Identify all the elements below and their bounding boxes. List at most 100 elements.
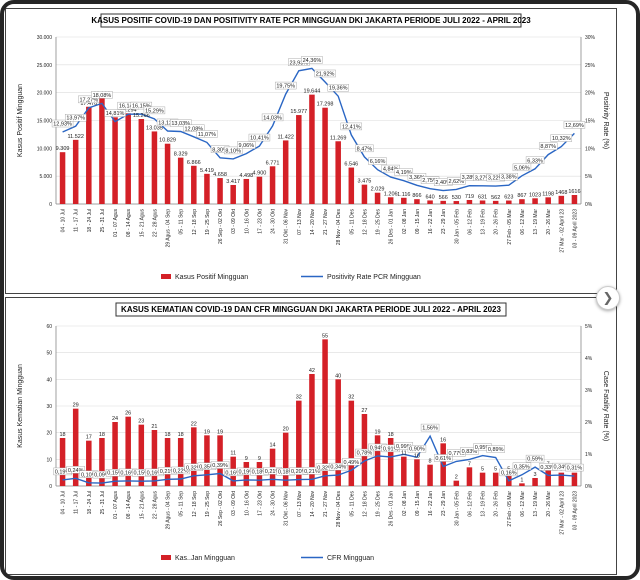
bar bbox=[125, 113, 131, 204]
bar-value-label: 18 bbox=[60, 432, 66, 438]
bar-value-label: 11 bbox=[230, 451, 236, 457]
bar-value-label: 4.900 bbox=[253, 171, 267, 177]
y2-tick-label: 5% bbox=[585, 324, 593, 330]
bar-value-label: 2 bbox=[455, 475, 458, 481]
x-tick-label: 22 - 28 Agus bbox=[152, 209, 158, 238]
x-tick-label: 21 - 27 Nov bbox=[323, 209, 329, 235]
bar bbox=[558, 472, 565, 486]
bar-value-label: 623 bbox=[504, 195, 513, 201]
bar bbox=[427, 200, 433, 204]
line-value-label: 0,49% bbox=[344, 460, 360, 466]
bar-value-label: 19 bbox=[375, 429, 381, 435]
line-value-label: 0,20% bbox=[291, 469, 307, 475]
x-tick-label: 25 - 31 Jul bbox=[100, 209, 106, 232]
x-tick-label: 12 - 18 Sep bbox=[192, 209, 198, 235]
carousel-next-button[interactable]: ❯ bbox=[596, 286, 620, 310]
y-tick-label: 25.000 bbox=[37, 63, 53, 69]
x-tick-label: 11 - 17 Jul bbox=[74, 491, 80, 514]
line-value-label: 0,77% bbox=[449, 451, 465, 457]
line-value-label: 19,75% bbox=[276, 84, 295, 90]
legend-bar-label: Kasus Positif Mingguan bbox=[175, 274, 248, 281]
line-value-label: 0,19% bbox=[55, 469, 71, 475]
line-value-label: 8,10% bbox=[225, 148, 241, 154]
bar-value-label: 1.116 bbox=[397, 192, 410, 198]
positive-cases-chart: KASUS POSITIF COVID-19 DAN POSITIVITY RA… bbox=[17, 13, 609, 281]
line-value-label: 0,89% bbox=[488, 447, 504, 453]
line-value-label: 16,15% bbox=[132, 104, 151, 110]
bar-value-label: 32 bbox=[348, 395, 354, 401]
line-label-box bbox=[274, 81, 297, 90]
bar bbox=[506, 200, 512, 204]
bar-value-label: 16.294 bbox=[120, 107, 137, 113]
line-label-box bbox=[223, 146, 243, 155]
x-tick-label: 09 - 15 Jan bbox=[415, 491, 421, 516]
y2-tick-label: 0% bbox=[585, 484, 593, 490]
bar-value-label: 15.977 bbox=[290, 109, 307, 115]
bar bbox=[532, 198, 538, 204]
legend-line-label: CFR Mingguan bbox=[327, 555, 374, 562]
bar-value-label: 3.417 bbox=[226, 179, 240, 185]
bar bbox=[571, 195, 578, 204]
x-tick-label: 09 - 15 Jan bbox=[415, 209, 421, 234]
line-value-label: 4,19% bbox=[396, 170, 412, 176]
bar-value-label: 32 bbox=[296, 395, 302, 401]
x-tick-label: 05 - 11 Des bbox=[349, 209, 355, 235]
x-tick-label: 29 Agus - 04 Sep bbox=[166, 491, 172, 530]
y-tick-label: 20.000 bbox=[37, 91, 53, 97]
x-tick-label: 16 - 22 Jan bbox=[428, 491, 434, 516]
line-value-label: 13,12% bbox=[158, 120, 177, 126]
line-label-box bbox=[525, 454, 545, 463]
x-tick-label: 03 - 09 Okt bbox=[231, 490, 237, 515]
line-value-label: 0,90% bbox=[409, 447, 425, 453]
x-tick-label: 19 - 25 Des bbox=[376, 491, 382, 517]
bar-value-label: 1468 bbox=[555, 190, 567, 196]
x-tick-label: 25 - 31 Jul bbox=[100, 491, 106, 514]
line-value-label: 6,16% bbox=[370, 159, 386, 165]
line-value-label: 3,27% bbox=[475, 175, 491, 181]
x-tick-label: 13 - 19 Mar bbox=[533, 209, 539, 235]
line-value-label: 10,41% bbox=[250, 136, 269, 142]
line-value-label: 0,34% bbox=[554, 465, 570, 471]
line-label-box bbox=[51, 119, 74, 128]
x-tick-label: 03 - 09 Okt bbox=[231, 208, 237, 233]
bar bbox=[322, 339, 328, 486]
y2-tick-label: 10% bbox=[585, 146, 596, 152]
y2-tick-label: 3% bbox=[585, 388, 593, 394]
line-label-box bbox=[355, 144, 374, 153]
line-value-label: 0,15% bbox=[107, 471, 123, 477]
line-value-label: 0,99% bbox=[396, 444, 412, 450]
deaths-chart: KASUS KEMATIAN COVID-19 DAN CFR MINGGUAN… bbox=[17, 302, 609, 562]
legend-line-label: Positivity Rate PCR Mingguan bbox=[327, 274, 421, 281]
x-tick-label: 12 - 18 Des bbox=[362, 209, 368, 235]
x-tick-label: 01 - 07 Agus bbox=[113, 209, 119, 238]
line-label-box bbox=[210, 461, 230, 469]
x-tick-label: 17 - 23 Okt bbox=[257, 490, 263, 515]
bar-value-label: 1.206 bbox=[384, 191, 398, 197]
line-value-label: 12,93% bbox=[53, 122, 72, 128]
y-tick-label: 40 bbox=[46, 377, 52, 383]
bar-value-label: 22 bbox=[191, 421, 197, 427]
bar bbox=[164, 143, 171, 204]
bar bbox=[191, 427, 197, 486]
x-tick-label: 27 Feb - 05 Mar bbox=[507, 491, 513, 527]
y2-tick-label: 25% bbox=[585, 63, 596, 69]
x-tick-label: 05 - 11 Sep bbox=[179, 209, 185, 235]
bar-value-label: 867 bbox=[517, 193, 526, 199]
bar-value-label: 3 bbox=[534, 472, 537, 478]
bar-value-label: 15.266 bbox=[133, 113, 150, 119]
x-tick-label: 01 - 07 Agus bbox=[113, 491, 119, 520]
x-tick-label: 30 Jan - 05 Feb bbox=[454, 209, 460, 244]
bar bbox=[558, 195, 565, 204]
bar-value-label: 17 bbox=[86, 435, 92, 441]
x-tick-label: 06 - 12 Mar bbox=[520, 491, 526, 517]
bar-value-label: 8 bbox=[429, 459, 432, 465]
bar bbox=[112, 117, 118, 204]
y-axis-title: Kasus Kematian Mingguan bbox=[17, 364, 24, 448]
bar bbox=[466, 199, 473, 204]
line-value-label: 24,36% bbox=[303, 58, 322, 64]
line-value-label: 0,15% bbox=[134, 471, 150, 477]
bar bbox=[519, 483, 525, 486]
bar-value-label: 6.866 bbox=[187, 160, 201, 166]
line-value-label: 0,35% bbox=[514, 464, 530, 470]
bar-value-label: 11 bbox=[401, 451, 407, 457]
